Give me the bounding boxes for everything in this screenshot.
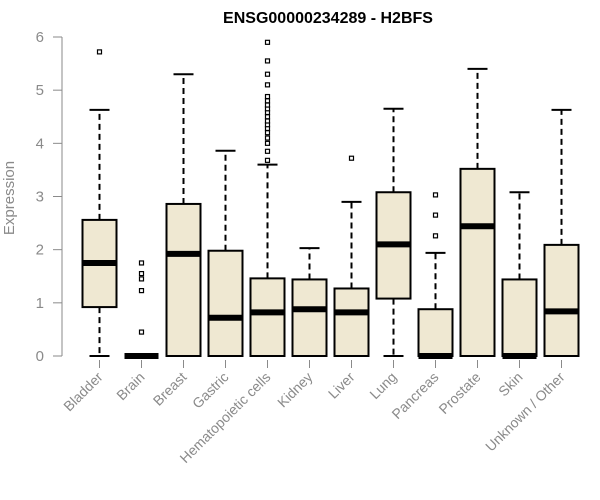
x-tick-label: Bladder (60, 369, 106, 415)
box-series (81, 39, 580, 359)
outlier-point (264, 130, 271, 136)
x-tick-label: Liver (325, 369, 358, 402)
outlier-point (264, 39, 271, 45)
y-tick-label: 5 (36, 82, 44, 99)
box-lung (375, 107, 412, 357)
iqr-box (207, 249, 244, 357)
outlier-point (138, 260, 145, 266)
outlier-point (264, 140, 271, 146)
outlier-point (138, 329, 145, 335)
iqr-box (501, 278, 538, 357)
iqr-box (459, 167, 496, 357)
box-unknown-other (543, 108, 580, 357)
box-liver (333, 155, 370, 357)
iqr-box (165, 202, 202, 357)
iqr-box (417, 308, 454, 358)
outlier-point (348, 155, 355, 161)
outlier-point (264, 82, 271, 88)
y-tick-label: 4 (36, 135, 44, 152)
outlier-point (264, 148, 271, 154)
box-hematopoietic-cells (249, 39, 286, 358)
box-skin (501, 191, 538, 359)
outlier-point (264, 102, 271, 108)
y-tick-label: 2 (36, 242, 44, 259)
box-bladder (81, 49, 118, 357)
outlier-point (264, 135, 271, 141)
outlier-point (264, 58, 271, 64)
x-tick-label: Brain (113, 369, 147, 403)
chart-title: ENSG00000234289 - H2BFS (223, 10, 433, 27)
x-tick-label: Prostate (435, 369, 483, 417)
x-tick-label: Lung (366, 369, 399, 402)
box-gastric (207, 149, 244, 357)
y-tick-label: 1 (36, 295, 44, 312)
box-brain (124, 260, 159, 359)
outlier-point (138, 270, 145, 277)
outlier-point (138, 288, 145, 294)
x-tick-label: Pancreas (388, 369, 441, 422)
outlier-point (264, 98, 271, 104)
outlier-point (264, 93, 271, 100)
outlier-point (432, 212, 439, 218)
outlier-point (432, 192, 439, 198)
box-breast (165, 73, 202, 357)
iqr-box (291, 278, 328, 357)
outlier-point (264, 71, 271, 77)
outlier-point (432, 233, 439, 239)
box-pancreas (417, 192, 454, 359)
iqr-box (249, 277, 286, 358)
outlier-point (96, 49, 103, 55)
x-tick-label: Kidney (274, 369, 316, 411)
outlier-point (264, 118, 271, 124)
box-prostate (459, 67, 496, 357)
outlier-point (264, 157, 271, 163)
box-kidney (291, 247, 328, 357)
iqr-box (543, 243, 580, 357)
y-axis-label: Expression (1, 161, 18, 235)
iqr-box (333, 287, 370, 357)
x-tick-label: Breast (150, 369, 190, 409)
y-axis-ticks: 0 1 2 3 4 5 6 (36, 29, 62, 365)
x-tick-label: Skin (495, 369, 526, 400)
y-tick-label: 3 (36, 189, 44, 206)
outlier-point (264, 114, 271, 120)
outlier-point (138, 276, 145, 282)
y-tick-label: 0 (36, 348, 44, 365)
y-tick-label: 6 (36, 29, 44, 46)
x-tick-label: Unknown / Other (482, 369, 568, 455)
